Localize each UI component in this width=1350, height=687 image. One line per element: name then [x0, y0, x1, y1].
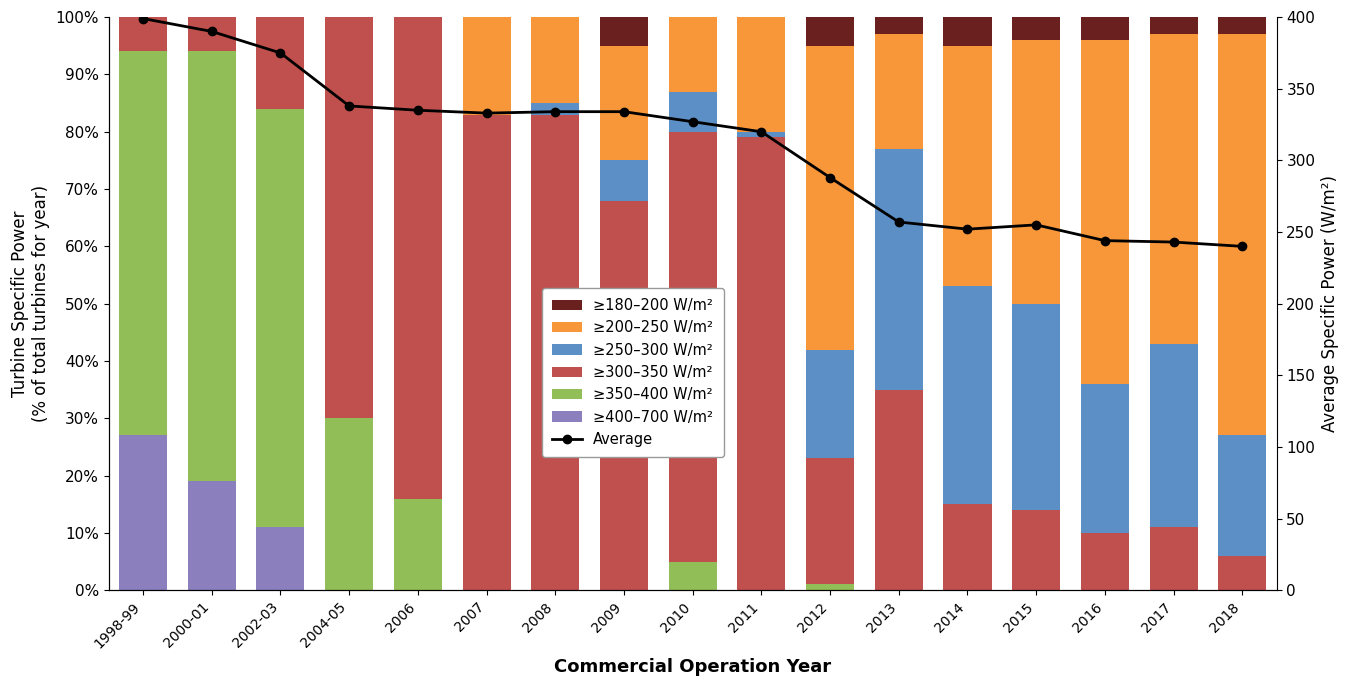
Bar [806, 585, 855, 590]
Bar [737, 17, 786, 132]
Bar [668, 561, 717, 590]
Average [273, 49, 289, 57]
Bar [806, 458, 855, 585]
Bar [599, 17, 648, 46]
Bar [806, 46, 855, 350]
Bar [1012, 304, 1060, 510]
Legend: ≥180–200 W/m², ≥200–250 W/m², ≥250–300 W/m², ≥300–350 W/m², ≥350–400 W/m², ≥400–: ≥180–200 W/m², ≥200–250 W/m², ≥250–300 W… [543, 288, 724, 457]
Bar [875, 17, 923, 34]
Bar [944, 17, 991, 46]
Bar [944, 46, 991, 286]
Bar [944, 286, 991, 504]
Average [1096, 236, 1112, 245]
Bar [737, 132, 786, 137]
Bar [1218, 34, 1266, 436]
Bar [1081, 17, 1129, 40]
Average [135, 14, 151, 23]
Average [1029, 221, 1045, 229]
Bar [531, 17, 579, 103]
Bar [668, 91, 717, 132]
Bar [1012, 40, 1060, 304]
Bar [1012, 510, 1060, 590]
Average [1234, 243, 1250, 251]
Bar [119, 17, 167, 52]
X-axis label: Commercial Operation Year: Commercial Operation Year [554, 658, 832, 676]
Bar [1149, 527, 1197, 590]
Y-axis label: Average Specific Power (W/m²): Average Specific Power (W/m²) [1320, 175, 1339, 432]
Bar [531, 103, 579, 115]
Bar [394, 499, 441, 590]
Average [204, 27, 220, 36]
Bar [325, 17, 373, 418]
Average [891, 218, 907, 226]
Bar [875, 34, 923, 149]
Bar [394, 17, 441, 499]
Bar [1081, 533, 1129, 590]
Bar [1081, 40, 1129, 384]
Average [684, 117, 701, 126]
Bar [1218, 436, 1266, 556]
Bar [463, 115, 510, 590]
Bar [1218, 17, 1266, 34]
Bar [668, 17, 717, 91]
Bar [256, 17, 305, 109]
Bar [875, 390, 923, 590]
Bar [806, 17, 855, 46]
Average [478, 109, 494, 117]
Bar [188, 52, 236, 482]
Average [547, 108, 563, 116]
Bar [806, 350, 855, 458]
Average [410, 106, 427, 114]
Bar [1012, 17, 1060, 40]
Bar [325, 418, 373, 590]
Bar [119, 52, 167, 436]
Bar [256, 527, 305, 590]
Bar [875, 149, 923, 390]
Bar [668, 132, 717, 561]
Average [1165, 238, 1181, 246]
Bar [737, 137, 786, 590]
Line: Average: Average [139, 14, 1246, 251]
Bar [531, 115, 579, 590]
Bar [188, 482, 236, 590]
Average [616, 108, 632, 116]
Average [753, 128, 769, 136]
Bar [119, 436, 167, 590]
Bar [1149, 17, 1197, 34]
Bar [188, 17, 236, 52]
Average [960, 225, 976, 234]
Bar [1218, 556, 1266, 590]
Average [342, 102, 358, 110]
Bar [599, 160, 648, 201]
Bar [256, 109, 305, 527]
Bar [463, 17, 510, 115]
Average [822, 173, 838, 181]
Y-axis label: Turbine Specific Power
(% of total turbines for year): Turbine Specific Power (% of total turbi… [11, 185, 50, 423]
Bar [1149, 344, 1197, 527]
Bar [944, 504, 991, 590]
Bar [599, 46, 648, 160]
Bar [1081, 384, 1129, 533]
Bar [599, 201, 648, 590]
Bar [1149, 34, 1197, 344]
